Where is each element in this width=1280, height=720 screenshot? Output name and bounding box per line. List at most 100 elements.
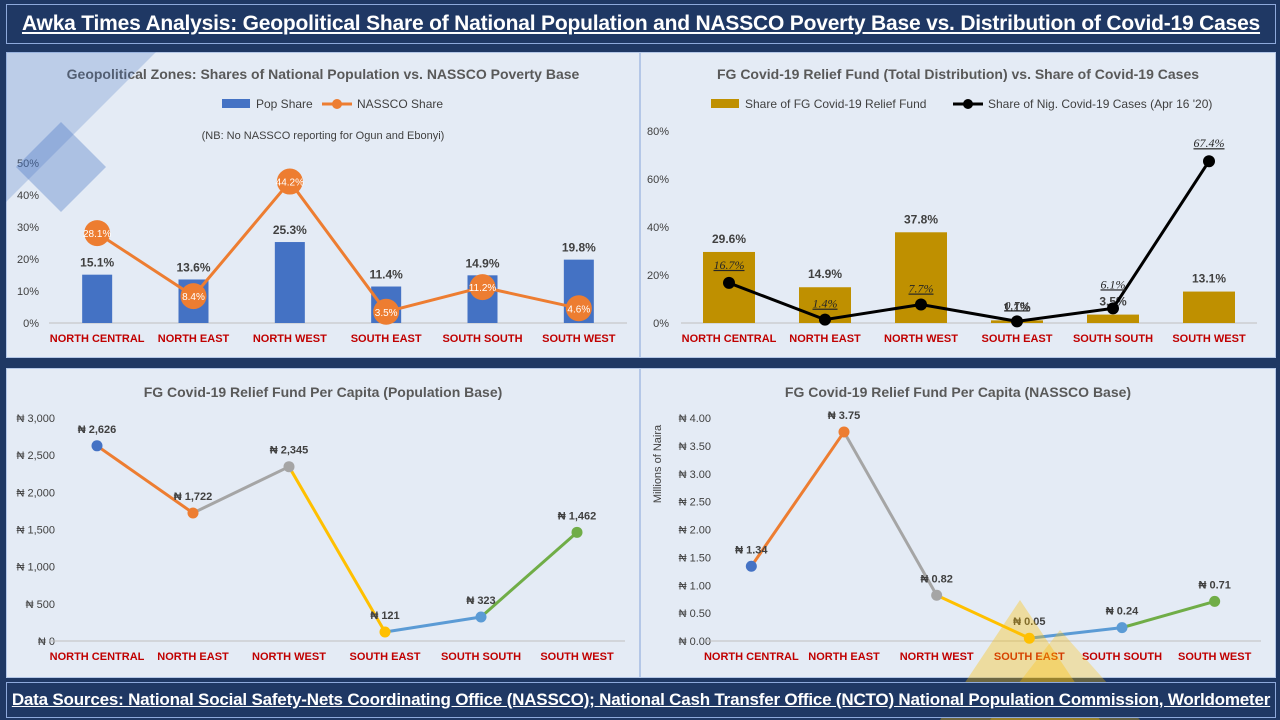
data-label-covid-cases: 1.4% bbox=[813, 297, 838, 311]
y-tick-label: ₦ 1.00 bbox=[679, 580, 711, 592]
point-covid-cases bbox=[1107, 302, 1119, 315]
x-category-label: NORTH CENTRAL bbox=[50, 651, 145, 663]
x-category-label: SOUTH SOUTH bbox=[1082, 651, 1162, 663]
x-category-label: SOUTH WEST bbox=[1178, 651, 1252, 663]
x-category-label: SOUTH EAST bbox=[982, 333, 1053, 345]
chart-title: FG Covid-19 Relief Fund (Total Distribut… bbox=[717, 66, 1199, 82]
line-nassco-share bbox=[96, 179, 580, 314]
line-segment bbox=[96, 444, 194, 515]
x-category-label: NORTH CENTRAL bbox=[682, 333, 777, 345]
x-category-label: NORTH CENTRAL bbox=[704, 651, 799, 663]
y-tick-label: 10% bbox=[17, 286, 39, 298]
data-label: ₦ 0.24 bbox=[1106, 606, 1139, 618]
data-label-nassco-share: 11.2% bbox=[469, 283, 497, 294]
data-point bbox=[475, 611, 487, 623]
data-label: ₦ 1,722 bbox=[174, 491, 213, 503]
chart-per-capita-population: FG Covid-19 Relief Fund Per Capita (Popu… bbox=[16, 384, 625, 663]
data-label: ₦ 0.05 bbox=[1013, 616, 1045, 628]
data-label-covid-cases: 0.7% bbox=[1005, 298, 1030, 312]
data-label-nassco-share: 3.5% bbox=[375, 308, 398, 319]
data-label-pop-share: 14.9% bbox=[465, 256, 499, 270]
x-category-label: SOUTH WEST bbox=[542, 333, 616, 345]
data-label: ₦ 3.75 bbox=[828, 410, 860, 422]
title-banner: Awka Times Analysis: Geopolitical Share … bbox=[6, 4, 1276, 73]
point-nassco-share bbox=[84, 220, 111, 247]
chart-title: FG Covid-19 Relief Fund Per Capita (Popu… bbox=[144, 384, 503, 400]
x-category-label: NORTH EAST bbox=[158, 333, 230, 345]
y-tick-label: ₦ 1,000 bbox=[16, 562, 55, 574]
line-segment bbox=[1029, 626, 1123, 640]
sources-banner: Data Sources: National Social Safety-Net… bbox=[6, 682, 1276, 718]
x-category-label: SOUTH SOUTH bbox=[1073, 333, 1153, 345]
data-label-nassco-share: 8.4% bbox=[182, 292, 205, 303]
data-point bbox=[1116, 622, 1128, 634]
chart-relief-fund-vs-cases: FG Covid-19 Relief Fund (Total Distribut… bbox=[647, 66, 1257, 345]
data-label-nassco-share: 28.1% bbox=[83, 229, 111, 240]
data-label: ₦ 2,626 bbox=[78, 424, 117, 436]
point-nassco-share bbox=[276, 168, 303, 195]
line-segment bbox=[384, 615, 482, 634]
bar-relief-fund bbox=[1183, 291, 1235, 323]
y-tick-label: 0% bbox=[23, 318, 39, 330]
data-point bbox=[1023, 632, 1035, 644]
y-tick-label: 50% bbox=[17, 158, 39, 170]
data-label: ₦ 1.34 bbox=[735, 544, 768, 556]
data-label-pop-share: 15.1% bbox=[80, 256, 114, 270]
data-label-relief-fund: 29.6% bbox=[712, 232, 746, 246]
x-category-label: SOUTH WEST bbox=[540, 651, 614, 663]
line-segment bbox=[842, 431, 938, 597]
x-category-label: NORTH EAST bbox=[789, 333, 861, 345]
data-label-pop-share: 11.4% bbox=[369, 268, 403, 282]
chart-note: (NB: No NASSCO reporting for Ogun and Eb… bbox=[202, 130, 445, 142]
legend-label-covid-cases: Share of Nig. Covid-19 Cases (Apr 16 '20… bbox=[988, 97, 1212, 111]
data-sources: Data Sources: National Social Safety-Net… bbox=[11, 690, 1271, 709]
line-segment bbox=[480, 531, 578, 619]
x-category-label: NORTH CENTRAL bbox=[50, 333, 145, 345]
y-tick-label: ₦ 1,500 bbox=[16, 525, 55, 537]
x-category-label: NORTH WEST bbox=[252, 651, 326, 663]
data-point bbox=[1209, 595, 1221, 607]
line-segment bbox=[750, 431, 846, 568]
bar-pop-share bbox=[82, 274, 113, 323]
chart-panel-population-vs-nassco: Geopolitical Zones: Shares of National P… bbox=[6, 52, 640, 358]
x-category-label: SOUTH EAST bbox=[351, 333, 422, 345]
data-label-relief-fund: 14.9% bbox=[808, 267, 842, 281]
data-label: ₦ 0.71 bbox=[1198, 579, 1230, 591]
y-tick-label: ₦ 0.50 bbox=[679, 608, 711, 620]
y-tick-label: ₦ 3.50 bbox=[679, 441, 711, 453]
y-tick-label: 40% bbox=[17, 190, 39, 202]
legend-swatch-pop-share bbox=[222, 99, 250, 108]
data-label-relief-fund: 37.8% bbox=[904, 212, 938, 226]
y-tick-label: ₦ 1.50 bbox=[679, 552, 711, 564]
data-label-nassco-share: 44.2% bbox=[276, 178, 304, 189]
legend-label-pop-share: Pop Share bbox=[256, 97, 313, 111]
data-point bbox=[283, 461, 295, 473]
data-label-covid-cases: 6.1% bbox=[1101, 277, 1126, 291]
line-covid-cases bbox=[728, 160, 1211, 323]
point-covid-cases bbox=[1011, 315, 1023, 328]
x-category-label: NORTH EAST bbox=[157, 651, 229, 663]
data-point bbox=[838, 426, 850, 438]
point-covid-cases bbox=[819, 313, 831, 326]
y-tick-label: ₦ 0 bbox=[38, 636, 55, 648]
x-category-label: NORTH WEST bbox=[253, 333, 327, 345]
chart-panel-relief-fund-vs-cases: FG Covid-19 Relief Fund (Total Distribut… bbox=[640, 52, 1276, 358]
y-tick-label: 80% bbox=[647, 126, 669, 138]
data-label-pop-share: 25.3% bbox=[273, 223, 307, 237]
x-category-label: SOUTH EAST bbox=[350, 651, 421, 663]
x-category-label: SOUTH EAST bbox=[994, 651, 1065, 663]
data-point bbox=[745, 560, 757, 572]
x-category-label: SOUTH WEST bbox=[1172, 333, 1246, 345]
chart-per-capita-nassco: FG Covid-19 Relief Fund Per Capita (NASS… bbox=[652, 384, 1261, 663]
y-tick-label: 60% bbox=[647, 174, 669, 186]
bar-pop-share bbox=[274, 242, 305, 323]
y-tick-label: ₦ 500 bbox=[26, 599, 55, 611]
bar-relief-fund bbox=[1087, 314, 1139, 323]
y-tick-label: ₦ 4.00 bbox=[679, 413, 711, 425]
data-label-pop-share: 13.6% bbox=[176, 260, 210, 274]
data-label-covid-cases: 67.4% bbox=[1194, 136, 1225, 150]
data-label: ₦ 0.82 bbox=[920, 573, 952, 585]
line-segment bbox=[936, 593, 1030, 640]
data-point bbox=[931, 589, 943, 601]
data-label: ₦ 121 bbox=[370, 610, 399, 622]
